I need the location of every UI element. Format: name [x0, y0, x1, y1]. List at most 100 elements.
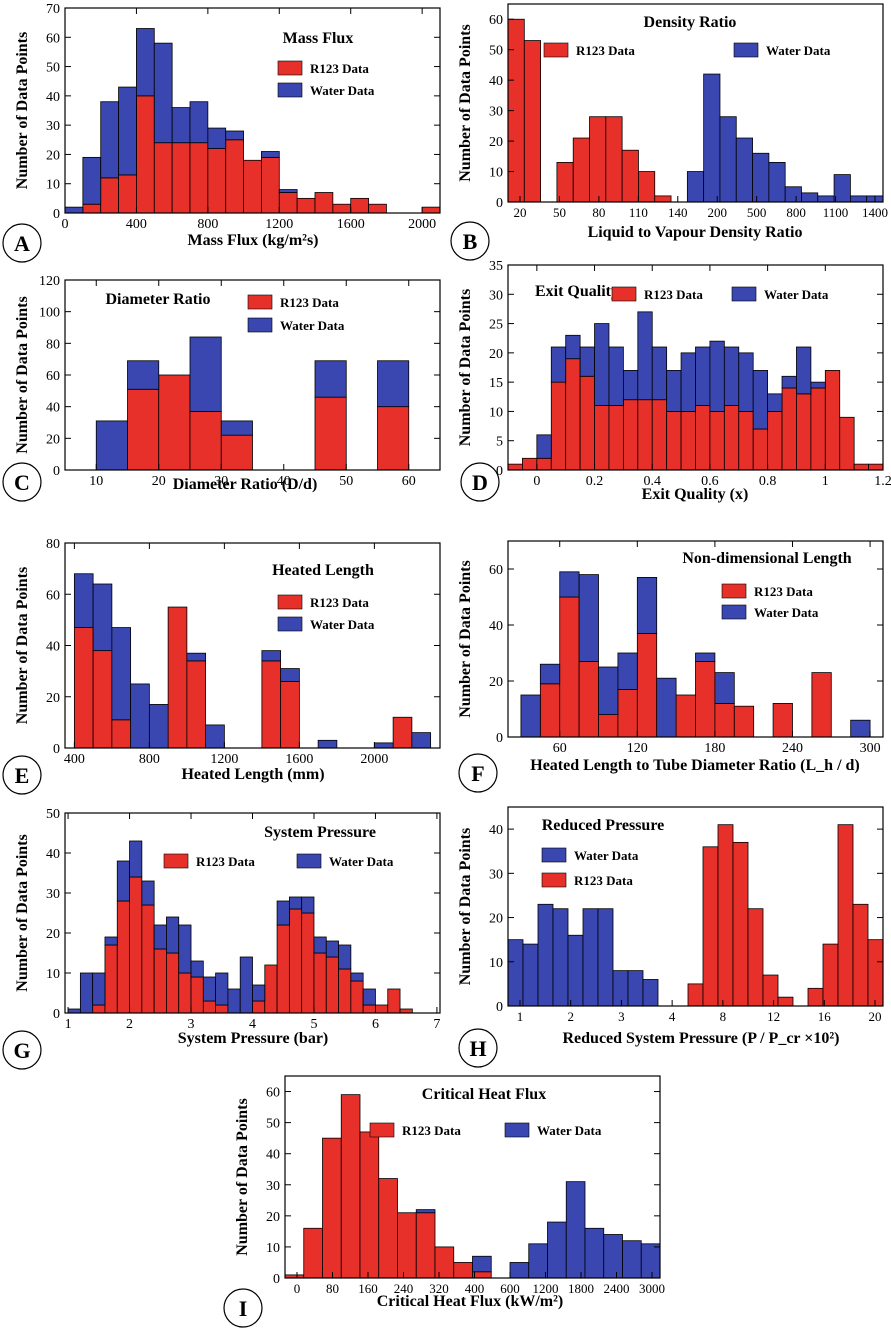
x-tick-label: 10	[89, 474, 103, 489]
bar-blue	[752, 370, 769, 430]
bar-red	[362, 1004, 376, 1014]
bar-blue	[338, 944, 352, 970]
bar-blue	[64, 206, 84, 214]
bar-blue	[539, 663, 561, 685]
bar-red	[288, 908, 303, 1014]
bar-red	[651, 399, 668, 471]
bar-red	[747, 908, 764, 1007]
bar-blue	[598, 666, 619, 715]
bar-red	[350, 980, 364, 1014]
y-tick-label: 20	[46, 691, 60, 706]
y-tick-label: 100	[39, 306, 60, 321]
panel-label-circle	[2, 755, 42, 795]
bar-red	[92, 650, 113, 749]
y-tick-label: 30	[46, 887, 60, 902]
bar-blue	[640, 1243, 661, 1279]
x-tick-label: 1	[65, 1017, 72, 1032]
bar-blue	[252, 984, 266, 1002]
y-tick-label: 0	[273, 1272, 280, 1287]
bar-red	[421, 206, 441, 214]
bar-red	[368, 203, 387, 214]
x-axis-label: Heated Length to Tube Diameter Ratio (L_…	[530, 757, 859, 774]
bar-blue	[565, 334, 581, 360]
y-tick-label: 40	[46, 90, 60, 105]
bar-blue	[104, 936, 118, 946]
bar-blue	[280, 668, 300, 682]
y-tick-label: 10	[489, 405, 503, 420]
y-axis-label: Number of Data Points	[457, 24, 474, 181]
bar-blue	[719, 116, 737, 203]
x-tick-label: 2400	[604, 1281, 630, 1296]
bar-red	[717, 824, 734, 1007]
bar-red	[680, 411, 696, 471]
bar-blue	[288, 896, 303, 910]
legend-swatch-blue	[733, 42, 759, 58]
bar-blue	[82, 156, 102, 205]
bar-blue	[559, 571, 580, 598]
y-tick-label: 40	[489, 823, 503, 838]
bar-red	[111, 719, 132, 749]
bar-blue	[225, 130, 244, 141]
bar-red	[617, 689, 638, 738]
bar-blue	[582, 908, 599, 1007]
panel-label: A	[14, 231, 30, 256]
bar-blue	[118, 86, 137, 176]
bar-red	[377, 406, 410, 471]
bar-blue	[189, 336, 222, 412]
bar-blue	[686, 171, 705, 203]
bar-blue	[92, 972, 106, 1006]
legend-label: R123 Data	[754, 584, 813, 599]
x-tick-label: 30	[214, 474, 228, 489]
x-tick-label: 2	[567, 1009, 574, 1024]
x-tick-label: 800	[197, 217, 218, 232]
plot-frame	[507, 806, 884, 1007]
x-tick-label: 60	[553, 741, 567, 756]
bar-blue	[810, 381, 826, 389]
y-axis-label: Number of Data Points	[457, 560, 474, 717]
bar-blue	[373, 742, 394, 749]
bar-red	[536, 457, 552, 471]
panel-label: I	[239, 1296, 248, 1321]
bar-red	[837, 824, 854, 1007]
x-axis-label: Liquid to Vapour Density Ratio	[588, 224, 803, 241]
bar-red	[654, 195, 672, 203]
bar-red	[852, 903, 869, 1007]
y-tick-label: 0	[53, 464, 60, 479]
bar-red	[296, 197, 316, 214]
bar-blue	[205, 724, 225, 749]
legend-label: Water Data	[574, 848, 639, 863]
bar-red	[215, 1004, 229, 1014]
x-tick-label: 400	[64, 752, 85, 767]
x-tick-label: 0.6	[701, 474, 719, 489]
x-tick-label: 1800	[568, 1281, 594, 1296]
bar-red	[127, 388, 160, 471]
bar-blue	[111, 627, 132, 721]
y-axis-label: Number of Data Points	[14, 32, 31, 189]
bar-blue	[116, 860, 130, 902]
bar-red	[314, 396, 347, 471]
plot-frame	[507, 3, 884, 203]
y-tick-label: 15	[489, 376, 503, 391]
bar-red	[118, 174, 137, 214]
chart-title: Diameter Ratio	[106, 291, 211, 308]
y-tick-label: 50	[489, 44, 503, 59]
y-tick-label: 70	[46, 2, 60, 17]
legend-label: R123 Data	[310, 595, 369, 610]
panel-label-circle	[458, 753, 498, 793]
x-tick-label: 40	[277, 474, 291, 489]
y-tick-label: 20	[46, 148, 60, 163]
y-tick-label: 0	[53, 1007, 60, 1022]
bar-blue	[136, 28, 155, 97]
legend-label: Water Data	[329, 854, 394, 869]
bar-red	[100, 177, 119, 214]
plot-frame	[284, 1075, 661, 1279]
bar-blue	[636, 577, 658, 634]
panel-label-circle	[2, 223, 42, 263]
panel-label: D	[472, 470, 488, 495]
x-axis-label: Mass Flux (kg/m²s)	[187, 232, 318, 249]
y-tick-label: 20	[46, 927, 60, 942]
legend-label: R123 Data	[644, 287, 703, 302]
bar-blue	[350, 972, 364, 982]
y-tick-label: 30	[266, 1179, 280, 1194]
x-tick-label: 160	[358, 1281, 378, 1296]
